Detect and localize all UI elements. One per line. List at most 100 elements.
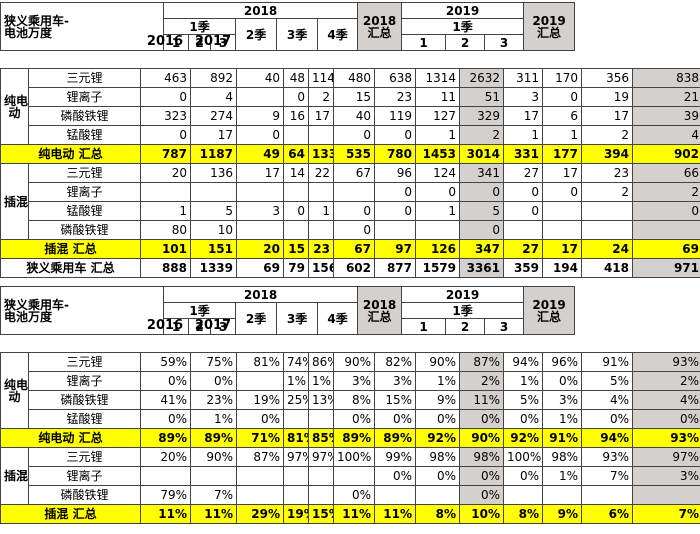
cell: 194 (542, 258, 582, 278)
cell: 341 (459, 163, 504, 183)
cell: 94% (581, 428, 633, 448)
subtotal-label: 纯电动 汇总 (0, 428, 141, 448)
cell (308, 125, 334, 145)
cell: 5 (190, 201, 237, 221)
cell: 1453 (415, 144, 460, 164)
cell (632, 220, 700, 240)
cell: 7% (190, 485, 237, 505)
cell: 11% (333, 504, 375, 524)
cell: 23 (308, 239, 334, 259)
cell: 780 (374, 144, 416, 164)
table-row: 锰酸锂 0% 1% 0% 0% 0% 0% 0% 0% 1% 0% 0% (1, 409, 700, 429)
cell: 98% (459, 447, 504, 467)
cell: 0% (140, 371, 191, 391)
header-q4: 4季 (317, 18, 359, 51)
cell: 0 (503, 201, 543, 221)
cell: 1% (542, 409, 582, 429)
cell (283, 220, 309, 240)
cell: 787 (140, 144, 191, 164)
cell: 10 (190, 220, 237, 240)
cell (503, 220, 543, 240)
cell: 15% (308, 504, 334, 524)
cell (236, 466, 284, 486)
cell: 0% (632, 409, 700, 429)
cell: 3% (374, 371, 416, 391)
subtotal-label: 纯电动 汇总 (0, 144, 141, 164)
cell: 86% (308, 352, 334, 372)
cell: 91% (581, 352, 633, 372)
subtotal-label: 插混 汇总 (0, 504, 141, 524)
battery-type-label: 磷酸铁锂 (28, 390, 141, 410)
cell: 1 (415, 201, 460, 221)
header-q3: 3季 (276, 302, 319, 335)
cell: 2 (459, 125, 504, 145)
battery-type-label: 锂离子 (28, 371, 141, 391)
cell: 3 (503, 87, 543, 107)
cell: 170 (542, 68, 582, 88)
cell: 1 (140, 201, 191, 221)
cell: 124 (415, 163, 460, 183)
cell: 0% (374, 409, 416, 429)
cell: 0 (333, 220, 375, 240)
cell: 888 (140, 258, 191, 278)
cell (283, 125, 309, 145)
cell (283, 409, 309, 429)
battery-type-label: 锂离子 (28, 182, 141, 202)
header-2019-month-3: 3 (484, 34, 525, 51)
table-row: 插混 三元锂 20 136 17 14 22 67 96 124 341 27 17 23 66 (0, 163, 700, 240)
cell: 347 (459, 239, 504, 259)
cell (581, 201, 633, 221)
cell: 3% (333, 371, 375, 391)
table-row: 磷酸铁锂 80 10 0 0 (1, 220, 700, 240)
cell: 0 (333, 125, 375, 145)
category-label: 插混 (0, 447, 29, 505)
cell: 20% (140, 447, 191, 467)
cell: 0% (333, 409, 375, 429)
cell: 3% (542, 390, 582, 410)
cell (581, 485, 633, 505)
header-month-3: 3 (210, 318, 237, 335)
header-2016: 2016 (146, 318, 184, 333)
cell: 11% (190, 504, 237, 524)
cell: 90% (333, 352, 375, 372)
cell (236, 87, 284, 107)
cell: 51 (459, 87, 504, 107)
table-row: 磷酸铁锂 79% 7% 0% 0% (1, 485, 700, 505)
header-2017: 2017 (194, 318, 232, 333)
cell: 8% (333, 390, 375, 410)
cell: 151 (190, 239, 237, 259)
battery-type-label: 磷酸铁锂 (28, 485, 141, 505)
cell: 7% (581, 466, 633, 486)
category-label: 纯电动 (0, 68, 29, 145)
cell: 99% (374, 447, 416, 467)
table-title: 狭义乘用车- 电池万度 (0, 2, 165, 51)
cell: 0 (632, 201, 700, 221)
table-row: 锂离子 0% 0% 1% 1% 3% 3% 1% 2% 1% 0% 5% 2% (1, 371, 700, 391)
header-2018-total: 2018 汇总 (357, 2, 403, 51)
table-row: 锂离子 0 4 0 2 15 23 11 51 3 0 19 21 (1, 87, 700, 107)
cell: 0 (503, 182, 543, 202)
cell: 23 (581, 163, 633, 183)
battery-type-label: 磷酸铁锂 (28, 220, 141, 240)
cell: 27 (503, 163, 543, 183)
cell: 17 (190, 125, 237, 145)
cell: 133 (308, 144, 334, 164)
cell: 89% (374, 428, 416, 448)
cell: 75% (190, 352, 237, 372)
cell: 1 (415, 125, 460, 145)
header-2018-total: 2018 汇总 (357, 286, 403, 335)
cell: 274 (190, 106, 237, 126)
cell: 2 (632, 182, 700, 202)
cell: 27 (503, 239, 543, 259)
cell: 39 (632, 106, 700, 126)
cell (333, 182, 375, 202)
cell: 9% (415, 390, 460, 410)
cell: 16 (283, 106, 309, 126)
cell: 1% (190, 409, 237, 429)
cell: 8% (415, 504, 460, 524)
cell: 1% (503, 371, 543, 391)
cell: 2 (581, 182, 633, 202)
cell: 24 (581, 239, 633, 259)
cell: 1579 (415, 258, 460, 278)
